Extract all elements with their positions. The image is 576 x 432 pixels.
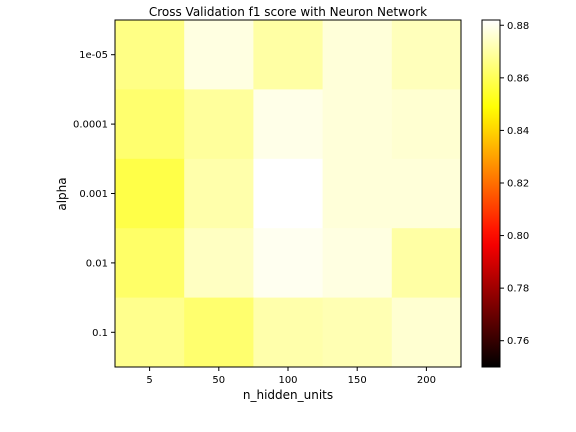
x-tick-label: 50 (212, 375, 225, 386)
heatmap-cell (391, 158, 462, 229)
colorbar-tick-label: 0.80 (507, 231, 529, 242)
heatmap-cell (322, 158, 393, 229)
heatmap-cell (184, 228, 254, 299)
heatmap-cell (253, 228, 324, 299)
y-tick-label: 0.0001 (73, 120, 108, 131)
heatmap-cell (253, 20, 324, 90)
x-tick-label: 5 (146, 375, 152, 386)
colorbar-ticks: 0.76 0.78 0.80 0.82 0.84 0.86 0.88 (500, 21, 529, 347)
y-axis: 1e-05 0.0001 0.001 0.01 0.1 (73, 50, 115, 339)
y-tick-label: 0.1 (92, 328, 108, 339)
x-tick-label: 100 (278, 375, 297, 386)
x-axis: 5 50 100 150 200 (146, 367, 436, 386)
x-tick-label: 200 (417, 375, 436, 386)
heatmap-cell (391, 297, 462, 368)
y-tick-label: 0.01 (86, 258, 108, 269)
heatmap-cell (184, 20, 254, 90)
heatmap-cell (115, 20, 185, 90)
heatmap-cell (115, 297, 185, 368)
colorbar-tick-label: 0.82 (507, 178, 529, 189)
heatmap-cell (253, 297, 324, 368)
heatmap-cell (391, 89, 462, 160)
chart-title: Cross Validation f1 score with Neuron Ne… (149, 5, 427, 19)
heatmap-cell (253, 158, 324, 229)
heatmap-cell (115, 228, 185, 299)
y-tick-label: 0.001 (79, 189, 108, 200)
heatmap-cell (184, 297, 254, 368)
heatmap-cell (322, 20, 393, 90)
heatmap-cell (322, 228, 393, 299)
heatmap-cell (115, 158, 185, 229)
heatmap-cell (391, 20, 462, 90)
heatmap-cell (115, 89, 185, 160)
x-axis-label: n_hidden_units (243, 388, 333, 402)
heatmap-cell (184, 158, 254, 229)
colorbar-tick-label: 0.78 (507, 284, 529, 295)
colorbar-tick-label: 0.88 (507, 21, 529, 32)
colorbar-tick-label: 0.86 (507, 73, 529, 84)
colorbar-tick-label: 0.76 (507, 336, 529, 347)
y-axis-label: alpha (55, 177, 69, 210)
heatmap-cells (115, 20, 462, 368)
heatmap-cell (184, 89, 254, 160)
y-tick-label: 1e-05 (79, 50, 108, 61)
x-tick-label: 150 (348, 375, 367, 386)
heatmap-cell (253, 89, 324, 160)
colorbar-tick-label: 0.84 (507, 126, 529, 137)
heatmap-cell (391, 228, 462, 299)
colorbar (481, 19, 501, 368)
heatmap-cell (322, 297, 393, 368)
heatmap-cell (322, 89, 393, 160)
